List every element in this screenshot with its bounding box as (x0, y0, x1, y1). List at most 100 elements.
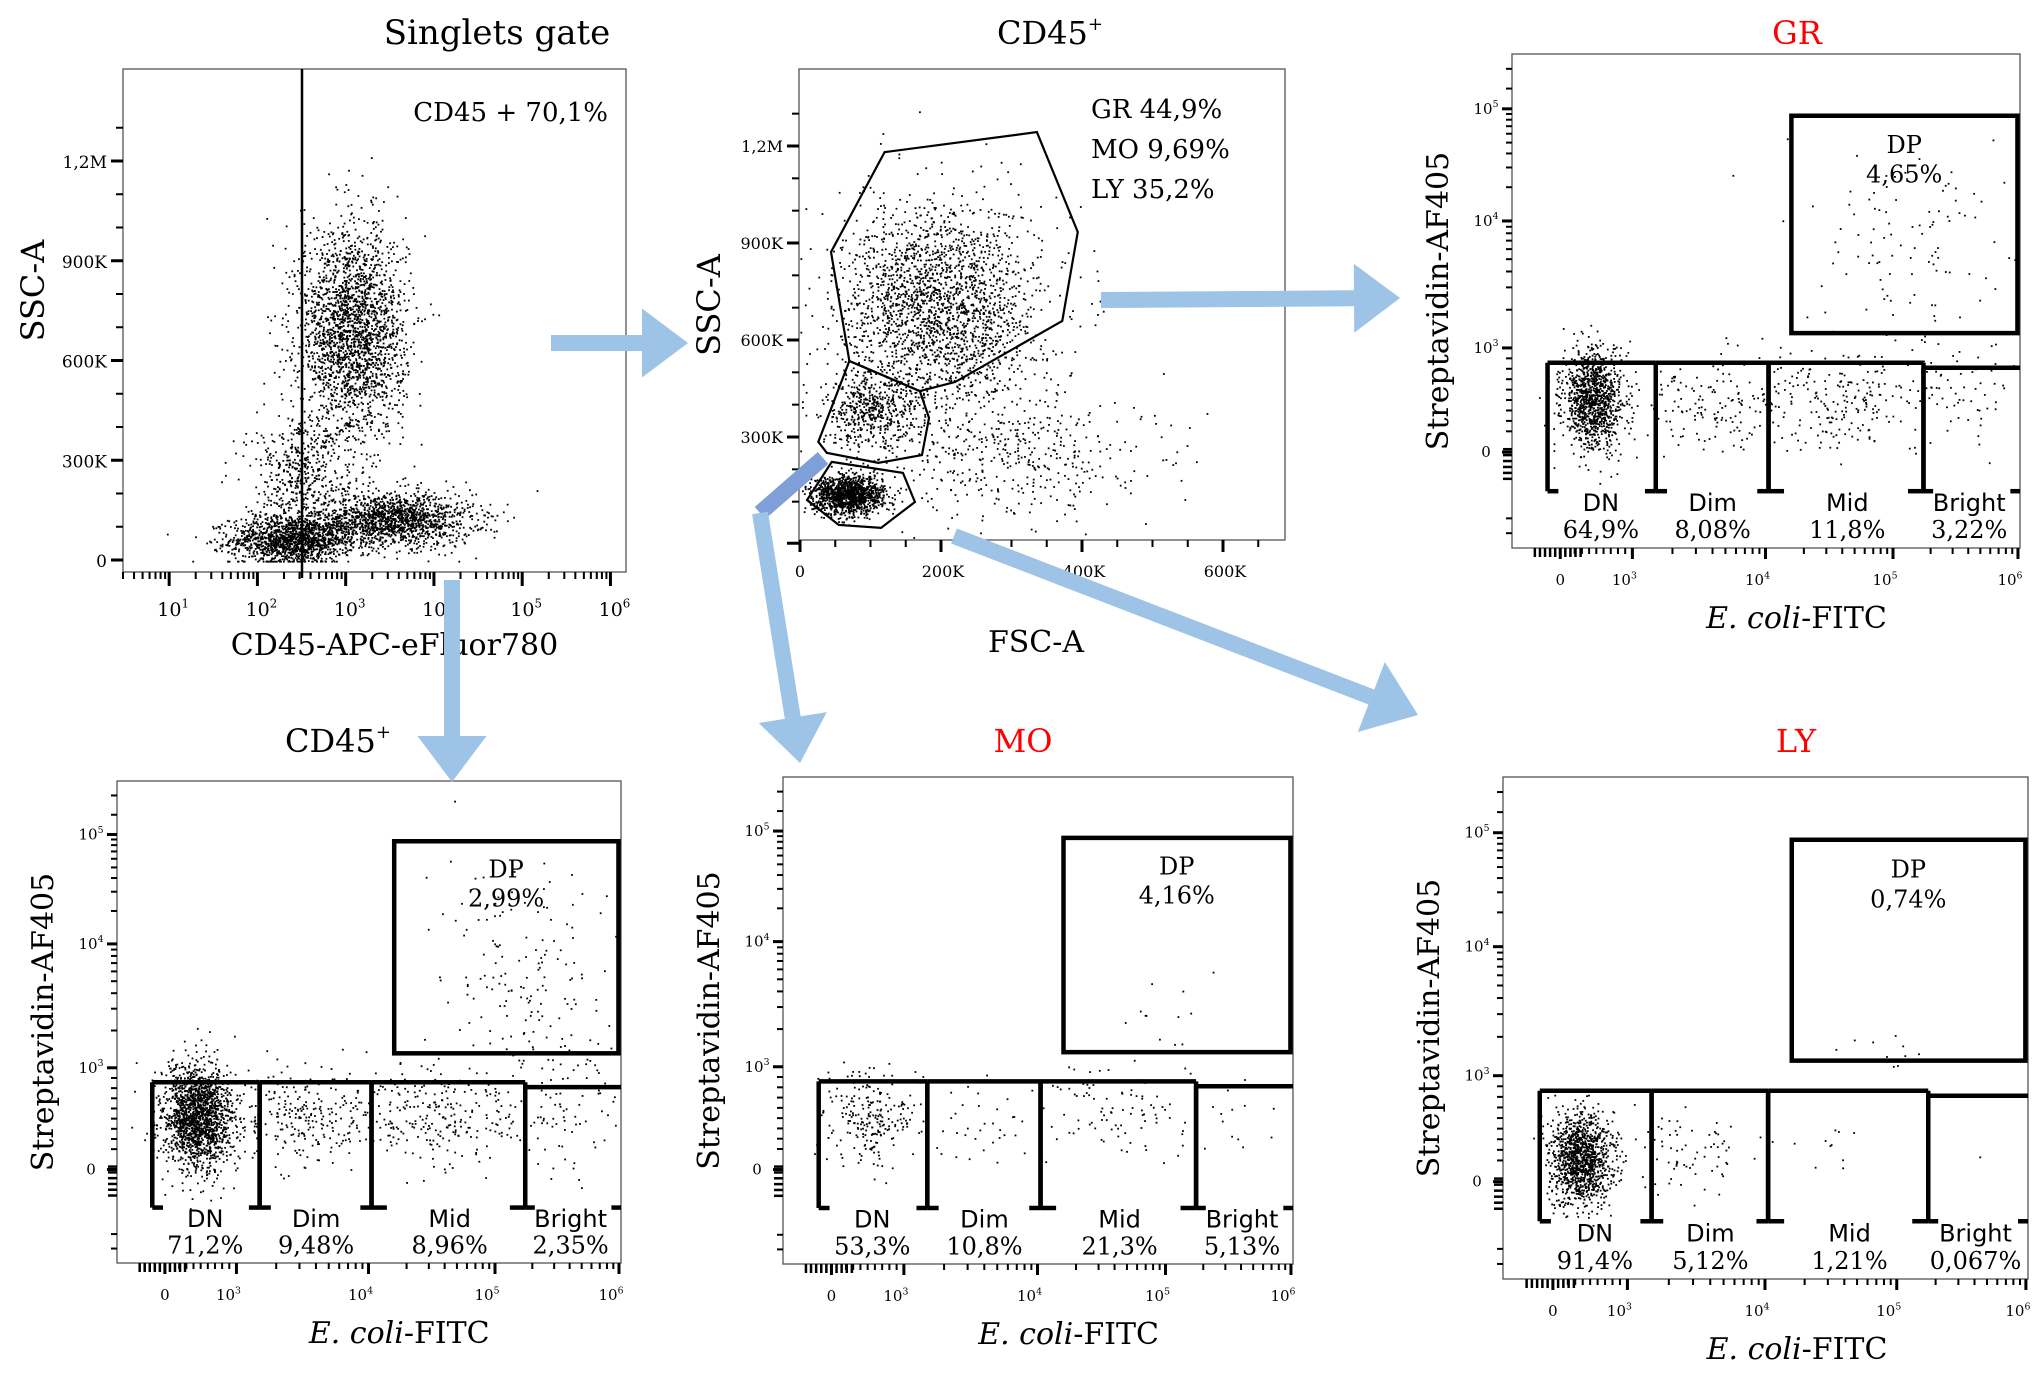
event-dot (377, 307, 380, 309)
event-dot (401, 526, 403, 529)
event-dot (384, 373, 386, 375)
event-dot (314, 335, 316, 338)
event-dot (360, 321, 363, 324)
event-dot (323, 293, 326, 296)
event-dot (422, 530, 424, 533)
event-dot (399, 381, 402, 384)
event-dot (490, 515, 493, 518)
event-dot (296, 371, 299, 374)
event-dot (345, 312, 348, 314)
event-dot (314, 361, 317, 364)
event-dot (282, 534, 285, 537)
event-dot (281, 538, 284, 541)
event-dot (312, 539, 315, 542)
event-dot (306, 336, 309, 338)
event-dot (333, 391, 336, 394)
event-dot (396, 480, 399, 483)
event-dot (418, 513, 420, 516)
event-dot (370, 282, 373, 285)
event-dot (378, 511, 381, 514)
event-dot (382, 532, 385, 535)
event-dot (248, 556, 251, 558)
event-dot (290, 517, 293, 520)
event-dot (329, 337, 331, 340)
event-dot (392, 513, 395, 515)
event-dot (320, 287, 322, 290)
event-dot (314, 366, 317, 369)
event-dot (270, 540, 273, 543)
event-dot (413, 516, 416, 518)
event-dot (327, 308, 329, 310)
event-dot (342, 370, 345, 373)
event-dot (434, 505, 437, 508)
event-dot (365, 418, 368, 421)
event-dot (371, 245, 374, 248)
event-dot (383, 358, 386, 361)
event-dot (390, 506, 393, 508)
event-dot (352, 401, 354, 404)
event-dot (268, 551, 271, 554)
event-dot (316, 548, 318, 551)
event-dot (266, 551, 268, 553)
event-dot (409, 272, 412, 275)
event-dot (356, 501, 359, 503)
event-dot (357, 278, 360, 281)
event-dot (320, 559, 323, 562)
event-dot (372, 541, 375, 543)
event-dot (297, 521, 300, 524)
event-dot (404, 261, 407, 264)
event-dot (367, 518, 369, 521)
event-dot (425, 515, 428, 518)
event-dot (362, 303, 365, 305)
event-dot (379, 525, 382, 527)
event-dot (384, 518, 387, 521)
event-dot (429, 549, 432, 552)
event-dot (374, 226, 377, 229)
event-dot (383, 514, 386, 517)
event-dot (449, 541, 452, 544)
event-dot (275, 536, 277, 539)
event-dot (361, 332, 364, 334)
event-dot (448, 526, 450, 529)
event-dot (379, 241, 382, 244)
event-dot (290, 539, 293, 541)
event-dot (254, 548, 257, 550)
event-dot (389, 335, 391, 338)
event-dot (404, 536, 407, 539)
event-dot (344, 535, 347, 538)
event-dot (297, 427, 299, 429)
event-dot (343, 297, 346, 300)
event-dot (388, 403, 391, 405)
event-dot (216, 541, 219, 544)
event-dot (472, 529, 475, 532)
event-dot (334, 542, 337, 545)
event-dot (348, 372, 351, 375)
event-dot (345, 525, 348, 528)
event-dot (252, 530, 255, 533)
event-dot (278, 537, 281, 540)
event-dot (346, 474, 349, 477)
event-dot (266, 217, 269, 220)
event-dot (250, 555, 253, 558)
event-dot (435, 525, 437, 527)
event-dot (403, 351, 406, 354)
event-dot (263, 548, 266, 550)
event-dot (244, 540, 247, 543)
event-dot (361, 319, 364, 321)
event-dot (345, 280, 348, 282)
event-dot (378, 531, 380, 534)
event-dot (328, 341, 331, 344)
event-dot (346, 490, 349, 493)
event-dot (389, 343, 392, 346)
event-dot (364, 253, 366, 256)
event-dot (289, 545, 292, 548)
event-dot (272, 541, 275, 544)
event-dot (337, 293, 340, 296)
event-dot (435, 502, 437, 505)
event-dot (321, 535, 324, 538)
event-dot (368, 496, 371, 499)
event-dot (298, 288, 300, 291)
event-dot (218, 525, 221, 528)
event-dot (366, 366, 369, 369)
event-dot (382, 346, 385, 349)
